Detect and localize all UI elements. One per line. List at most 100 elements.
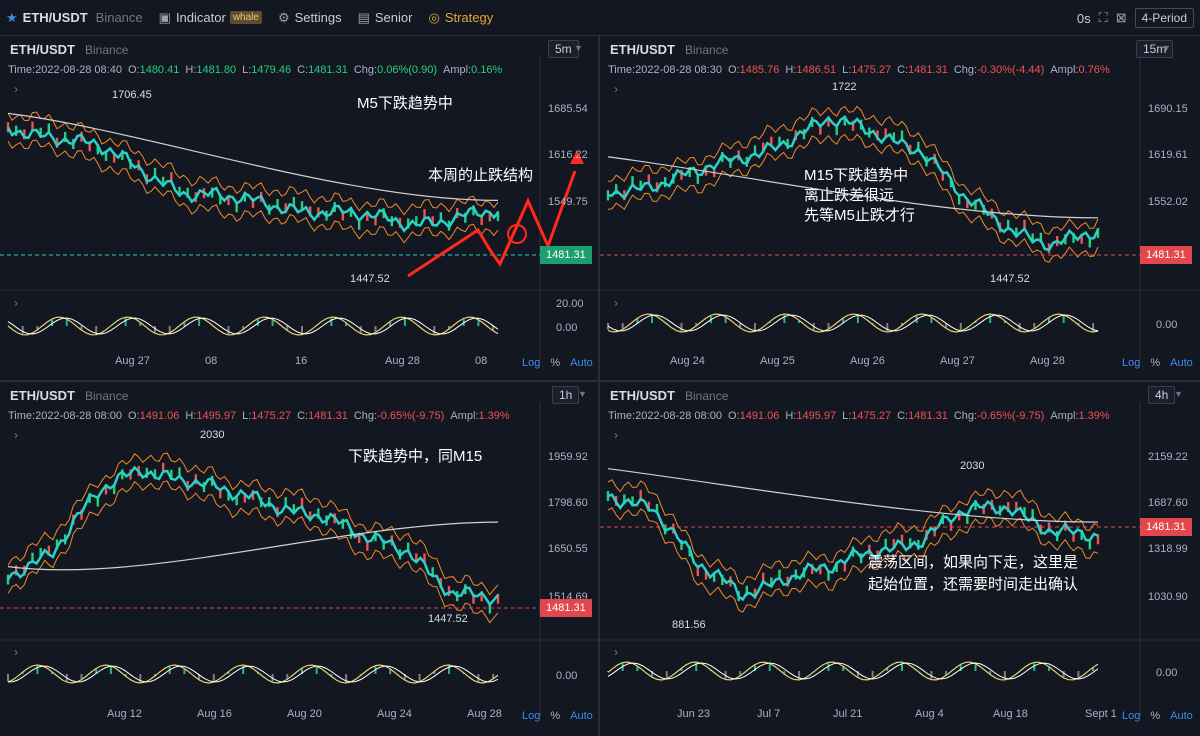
percent-scale-toggle[interactable]: % — [550, 710, 561, 722]
histogram-bar — [783, 671, 786, 674]
timeframe-select[interactable]: 15m — [1136, 40, 1174, 58]
log-scale-toggle[interactable]: Log — [1122, 357, 1141, 369]
timeframe-select[interactable]: 1h — [552, 386, 580, 404]
chart-panel-1h[interactable]: ETH/USDT Binance 1h ▼ Time:2022-08-28 08:00 O… — [0, 382, 598, 736]
histogram-bar — [154, 326, 156, 333]
candle — [366, 540, 369, 551]
star-icon[interactable]: ★ — [6, 9, 18, 25]
histogram-bar — [665, 671, 668, 678]
indicator-button[interactable]: ▣ Indicator whale — [151, 0, 270, 36]
panel-symbol: ETH/USDT — [10, 42, 75, 57]
histogram-bar — [183, 669, 186, 674]
collapse-chevron-icon[interactable]: › — [614, 82, 618, 96]
auto-scale-toggle[interactable]: Auto — [1170, 357, 1193, 369]
log-scale-toggle[interactable]: Log — [1122, 710, 1141, 722]
candle — [966, 198, 969, 209]
chevron-down-icon[interactable]: ▼ — [578, 389, 587, 399]
drawn-circle — [507, 224, 527, 244]
period-layout-select[interactable]: 4-Period — [1134, 8, 1194, 28]
fullscreen-icon[interactable]: ⛶ — [1098, 10, 1108, 25]
osc-chevron-icon[interactable]: › — [614, 296, 618, 310]
price-chart-svg[interactable] — [600, 36, 1200, 380]
osc-axis-label: 0.00 — [1156, 319, 1178, 331]
histogram-bar — [636, 318, 639, 323]
histogram-bar — [783, 315, 786, 323]
symbol-label: ETH/USDT — [22, 10, 88, 25]
chevron-down-icon[interactable]: ▼ — [574, 43, 583, 53]
panel-divider-horizontal[interactable] — [0, 380, 1200, 382]
candle — [235, 495, 238, 506]
histogram-bar — [403, 318, 406, 326]
chevron-down-icon[interactable]: ▼ — [1174, 389, 1183, 399]
percent-scale-toggle[interactable]: % — [1150, 357, 1161, 369]
log-scale-toggle[interactable]: Log — [522, 710, 541, 722]
candle — [843, 115, 847, 126]
candle — [145, 467, 149, 478]
panel-divider-vertical[interactable] — [598, 36, 600, 736]
symbol-selector[interactable]: ★ ETH/USDT Binance — [0, 0, 151, 36]
chart-panel-15m[interactable]: ETH/USDT Binance 15m ▼ Time:2022-08-28 08:30… — [600, 36, 1200, 380]
histogram-bar — [989, 315, 992, 323]
histogram-bar — [901, 323, 903, 326]
osc-chevron-icon[interactable]: › — [614, 645, 618, 659]
percent-scale-toggle[interactable]: % — [550, 357, 561, 369]
osc-slow-line — [607, 314, 1099, 332]
price-axis-label: 1690.15 — [1148, 103, 1188, 115]
price-chart-svg[interactable] — [0, 382, 598, 736]
histogram-bar — [739, 671, 742, 676]
timeframe-select[interactable]: 5m — [548, 40, 579, 58]
last-price-tag: 1481.31 — [540, 599, 592, 617]
candle — [219, 488, 222, 499]
collapse-chevron-icon[interactable]: › — [14, 82, 18, 96]
time-axis-label: Aug 26 — [850, 355, 885, 367]
histogram-bar — [930, 317, 933, 323]
timeframe-select[interactable]: 4h — [1148, 386, 1176, 404]
low-price-annotation: 1447.52 — [350, 273, 390, 285]
chart-note-text: 先等M5止跌才行 — [804, 207, 915, 224]
panel-header: ETH/USDT Binance — [610, 388, 728, 403]
strategy-button[interactable]: ◎ Strategy — [420, 0, 501, 36]
ohlc-ampl-value: 1.39% — [478, 410, 510, 422]
ohlc-h-value: 1495.97 — [196, 410, 237, 422]
candle — [974, 500, 977, 511]
auto-scale-toggle[interactable]: Auto — [570, 357, 593, 369]
candle — [1031, 509, 1034, 520]
panel-header: ETH/USDT Binance — [610, 42, 728, 57]
collapse-chevron-icon[interactable]: › — [14, 428, 18, 442]
close-icon[interactable]: ⊠ — [1115, 10, 1127, 25]
osc-chevron-icon[interactable]: › — [14, 296, 18, 310]
chart-panel-5m[interactable]: ETH/USDT Binance 5m ▼ Time:2022-08-28 08:40 O… — [0, 36, 598, 380]
ma-white-line — [7, 521, 499, 571]
auto-scale-toggle[interactable]: Auto — [570, 710, 593, 722]
candle — [631, 176, 634, 187]
candle — [31, 121, 34, 132]
candle — [349, 528, 353, 539]
candle — [892, 132, 896, 143]
histogram-bar — [36, 666, 39, 674]
candle — [55, 539, 59, 550]
osc-chevron-icon[interactable]: › — [14, 645, 18, 659]
histogram-bar — [842, 318, 845, 323]
histogram-bar — [901, 663, 903, 671]
senior-button[interactable]: ▤ Senior — [350, 0, 421, 36]
histogram-bar — [374, 666, 377, 674]
histogram-bar — [433, 326, 436, 334]
chart-panel-4h[interactable]: ETH/USDT Binance 4h ▼ Time:2022-08-28 08:00 O… — [600, 382, 1200, 736]
auto-scale-toggle[interactable]: Auto — [1170, 710, 1193, 722]
candle — [464, 212, 467, 223]
ohlc-c-label: C: — [297, 410, 309, 422]
histogram-bar — [886, 668, 889, 671]
histogram-bar — [95, 326, 98, 334]
log-scale-toggle[interactable]: Log — [522, 357, 541, 369]
collapse-chevron-icon[interactable]: › — [614, 428, 618, 442]
scale-options: Log% Auto — [1122, 710, 1200, 722]
ohlc-l-label: L: — [242, 64, 252, 76]
percent-scale-toggle[interactable]: % — [1150, 710, 1161, 722]
ohlc-chg-label: Chg: — [953, 64, 978, 76]
histogram-bar — [183, 322, 186, 326]
settings-button[interactable]: ⚙ Settings — [270, 0, 350, 36]
price-chart-svg[interactable] — [0, 36, 598, 380]
candle — [284, 497, 287, 508]
chevron-down-icon[interactable]: ▼ — [1162, 43, 1171, 53]
price-chart-svg[interactable] — [600, 382, 1200, 736]
